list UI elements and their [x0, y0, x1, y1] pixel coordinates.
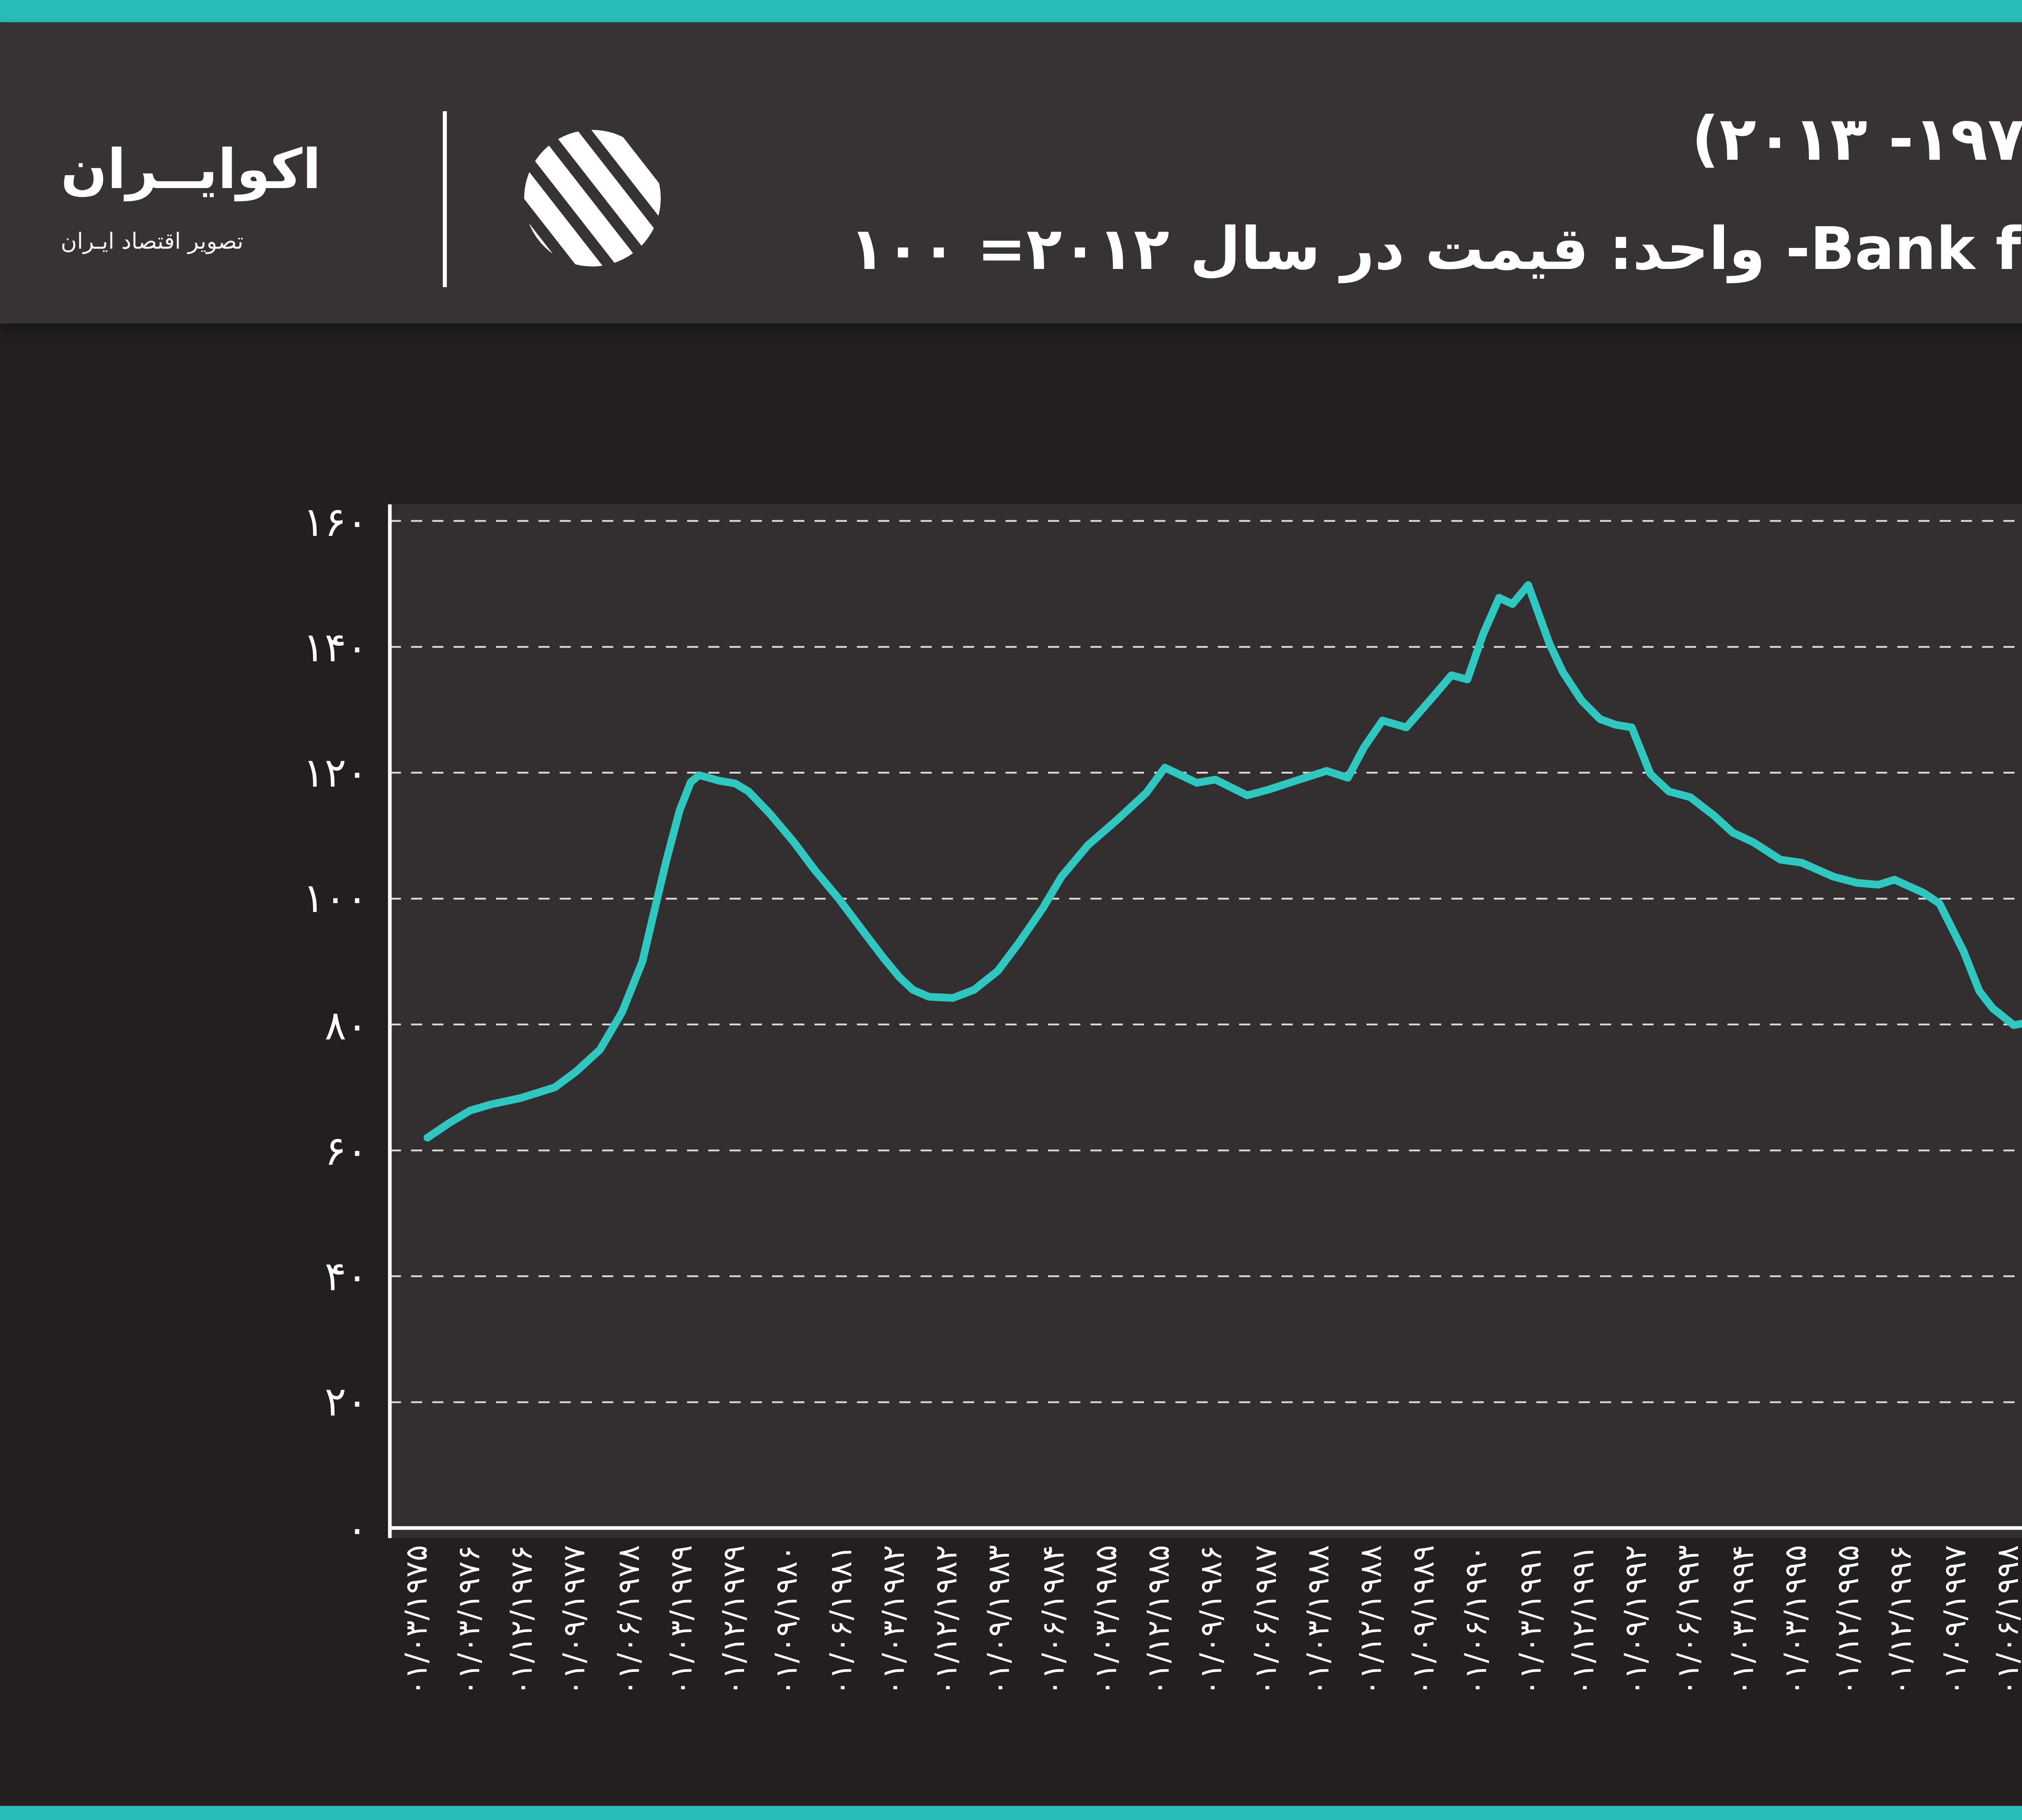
x-tick-label: ۰۱/۰۳/۱۹۹۴ [1724, 1544, 1760, 1695]
x-tick-label: ۰۱/۱۲/۱۹۷۹ [716, 1544, 753, 1695]
x-tick-label: ۰۱/۰۹/۱۹۸۳ [981, 1544, 1018, 1695]
header-band: قیمت واقعی مسکن در کره جنوبی (۱۹۷۵- ۲۰۱۳… [0, 23, 2022, 323]
x-tick-label: ۰۱/۰۳/۱۹۹۵ [1777, 1544, 1813, 1695]
x-tick-label: ۰۱/۱۲/۱۹۷۶ [503, 1544, 540, 1695]
x-tick-label: ۰۱/۱۲/۱۹۸۵ [1140, 1544, 1177, 1695]
x-tick-label: ۰۱/۰۹/۱۹۷۷ [556, 1544, 593, 1695]
x-tick-label: ۰۱/۰۶/۱۹۸۱ [822, 1544, 859, 1695]
y-tick-label: ۰ [346, 1503, 368, 1552]
ecoiran-logo-icon [518, 124, 667, 274]
x-tick-label: ۰۱/۰۹/۱۹۹۲ [1618, 1544, 1654, 1695]
y-tick-label: ۲۰ [324, 1378, 368, 1426]
x-tick-label: ۰۱/۰۶/۱۹۹۳ [1671, 1544, 1707, 1695]
chart-titles: قیمت واقعی مسکن در کره جنوبی (۱۹۷۵- ۲۰۱۳… [849, 104, 2022, 288]
x-tick-label: ۰۱/۰۶/۱۹۷۸ [609, 1544, 646, 1695]
x-tick-label: ۰۱/۰۹/۱۹۸۹ [1405, 1544, 1442, 1695]
y-tick-label: ۱۴۰ [302, 622, 368, 671]
chart-subtitle-source: منبع: Bank for International Settlements… [849, 215, 2022, 284]
y-tick-label: ۸۰ [324, 1000, 368, 1049]
x-tick-label: ۰۱/۰۳/۱۹۹۱ [1512, 1544, 1548, 1695]
bottom-accent-bar [0, 1806, 2022, 1820]
x-tick-label: ۰۱/۰۹/۱۹۹۷ [1936, 1544, 1973, 1695]
logo-tagline: تصویر اقتصاد ایـران [61, 229, 243, 256]
x-tick-label: ۰۱/۱۲/۱۹۹۶ [1883, 1544, 1920, 1695]
y-tick-label: ۴۰ [324, 1252, 368, 1301]
ecoiran-logo: اکوایــران تصویر اقتصاد ایـران [61, 138, 415, 258]
chart-title: قیمت واقعی مسکن در کره جنوبی (۱۹۷۵- ۲۰۱۳… [1691, 106, 2022, 177]
x-tick-label: ۰۱/۰۳/۱۹۷۵ [398, 1544, 434, 1695]
x-tick-label: ۰۱/۰۶/۱۹۸۷ [1246, 1544, 1283, 1695]
x-tick-label: ۰۱/۱۲/۱۹۹۱ [1565, 1544, 1601, 1695]
x-tick-label: ۰۱/۰۳/۱۹۸۸ [1299, 1544, 1336, 1695]
x-tick-label: ۰۱/۰۹/۱۹۸۶ [1193, 1544, 1230, 1695]
x-tick-label: ۰۱/۰۳/۱۹۷۹ [663, 1544, 700, 1695]
x-tick-label: ۰۱/۱۲/۱۹۸۲ [928, 1544, 965, 1695]
x-tick-label: ۰۱/۱۲/۱۹۹۵ [1830, 1544, 1867, 1695]
x-tick-label: ۰۱/۰۳/۱۹۸۵ [1087, 1544, 1124, 1695]
x-tick-label: ۰۱/۰۶/۱۹۹۸ [1989, 1544, 2022, 1695]
top-accent-bar [0, 0, 2022, 23]
logo-divider [443, 112, 447, 288]
y-tick-label: ۶۰ [324, 1126, 368, 1175]
x-tick-label: ۰۱/۰۶/۱۹۹۰ [1458, 1544, 1495, 1695]
x-tick-label: ۰۱/۱۲/۱۹۸۸ [1352, 1544, 1389, 1695]
logo-wordmark: اکوایــران [61, 140, 321, 203]
x-tick-label: ۰۱/۰۶/۱۹۸۴ [1034, 1544, 1071, 1695]
x-tick-label: ۰۱/۰۳/۱۹۷۶ [451, 1544, 487, 1695]
y-tick-label: ۱۲۰ [302, 748, 368, 797]
y-tick-label: ۱۰۰ [302, 874, 368, 923]
y-tick-label: ۱۶۰ [302, 496, 368, 545]
x-tick-label: ۰۱/۰۳/۱۹۸۲ [875, 1544, 912, 1695]
x-tick-label: ۰۱/۰۹/۱۹۸۰ [769, 1544, 806, 1695]
